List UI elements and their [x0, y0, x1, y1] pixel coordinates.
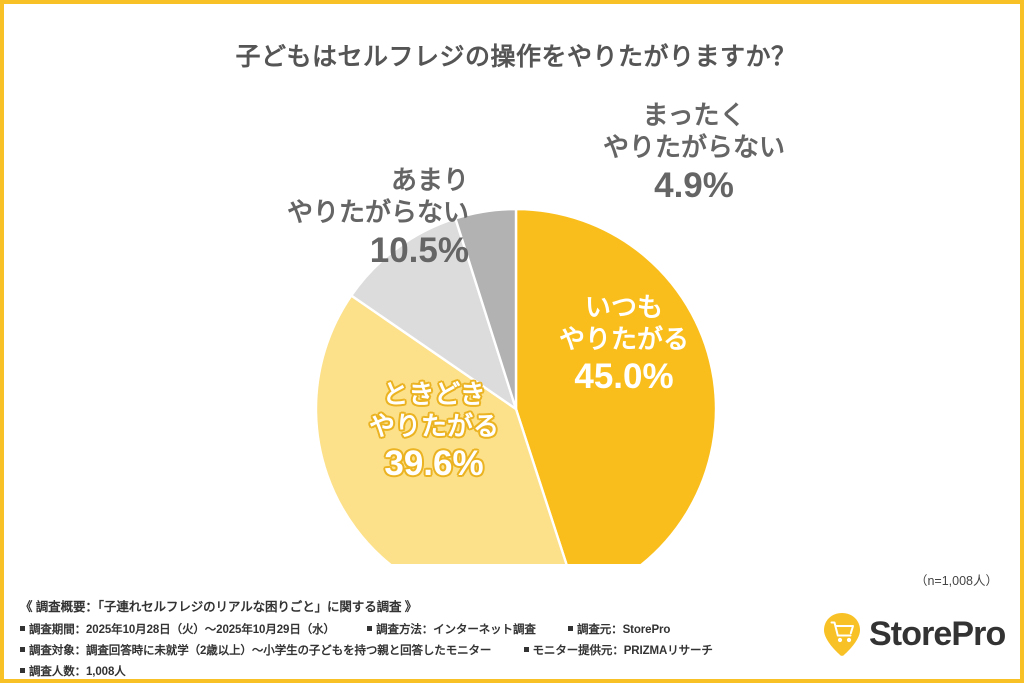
footer-period: 調査期間：2025年10月28日（火）～2025年10月29日（水）	[20, 621, 335, 637]
bullet-icon	[367, 626, 373, 631]
pie-slice-never[interactable]	[453, 207, 518, 410]
bullet-icon	[20, 647, 25, 652]
pie-chart-svg	[314, 207, 718, 564]
pie-slice-sometimes[interactable]	[314, 293, 578, 564]
bullet-icon	[20, 626, 25, 631]
map-pin-cart-icon	[824, 613, 860, 656]
page-title: 子どもはセルフレジの操作をやりたがりますか？	[235, 43, 797, 71]
footer-row-1: 調査期間：2025年10月28日（火）～2025年10月29日（水） 調査方法：…	[20, 621, 820, 637]
footer-source: 調査元：StorePro	[567, 621, 670, 637]
logo-text: StorePro	[869, 615, 1006, 653]
pie-slice-always[interactable]	[514, 207, 718, 564]
footer-row-2: 調査対象：調査回答時に未就学（2歳以上）～小学生の子どもを持つ親と回答したモニタ…	[20, 642, 820, 658]
bullet-icon	[20, 668, 25, 673]
footer-row-3: 調査人数：1,008人	[20, 663, 820, 679]
sample-size-label: （n=1,008人）	[914, 574, 998, 588]
bullet-icon	[567, 626, 573, 631]
bullet-icon	[523, 647, 529, 652]
survey-summary-footer: 《 調査概要：「子連れセルフレジのリアルな困りごと」に関する調査 》 調査期間：…	[20, 596, 820, 684]
pie-slice-seldom[interactable]	[349, 216, 519, 412]
storepro-logo[interactable]: StorePro	[822, 611, 1018, 657]
footer-heading: 《 調査概要：「子連れセルフレジのリアルな困りごと」に関する調査 》	[20, 600, 418, 614]
footer-method: 調査方法：インターネット調査	[367, 621, 536, 637]
footer-sample-count: 調査人数：1,008人	[20, 663, 126, 679]
pie-chart: いつも やりたがる 45.0% ときどき やりたがる 39.6% あまり やりた…	[4, 79, 1024, 564]
footer-target: 調査対象：調査回答時に未就学（2歳以上）～小学生の子どもを持つ親と回答したモニタ…	[20, 642, 491, 658]
footer-panel-provider: モニター提供元：PRIZMAリサーチ	[523, 642, 713, 658]
